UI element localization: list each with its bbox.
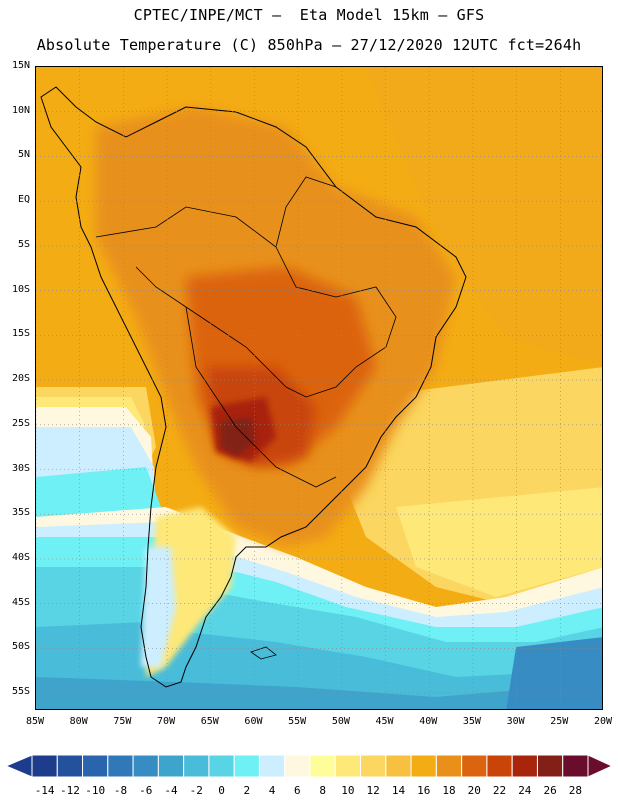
- colorbar-swatch: [157, 754, 185, 778]
- colorbar-label: -10: [85, 784, 106, 797]
- colorbar-label: -14: [34, 784, 55, 797]
- colorbar: [4, 754, 614, 778]
- colorbar-label: -4: [164, 784, 178, 797]
- colorbar-left-arrow: [4, 754, 33, 778]
- country-borders: [95, 206, 397, 398]
- colorbar-swatch: [562, 754, 589, 778]
- title-line-2: Absolute Temperature (C) 850hPa – 27/12/…: [36, 36, 582, 54]
- colorbar-label: 10: [341, 784, 355, 797]
- lon-tick-label: 45W: [375, 716, 394, 727]
- lon-tick-label: 70W: [157, 716, 176, 727]
- colorbar-swatch: [410, 754, 437, 778]
- colorbar-label: 18: [442, 784, 456, 797]
- lat-tick-label: 45S: [11, 596, 30, 608]
- lon-tick-label: 30W: [506, 716, 525, 727]
- lat-tick-label: 30S: [11, 462, 30, 474]
- title-line-1: CPTEC/INPE/MCT – Eta Model 15km – GFS: [133, 6, 485, 24]
- colorbar-swatch: [183, 754, 210, 778]
- colorbar-label: 20: [467, 784, 481, 797]
- colorbar-swatch: [258, 754, 286, 778]
- southern-borders: [185, 306, 337, 488]
- lon-tick-label: 60W: [244, 716, 263, 727]
- lat-tick-label: 15S: [11, 328, 30, 340]
- colorbar-label: 0: [218, 784, 225, 797]
- lon-tick-label: 75W: [113, 716, 132, 727]
- colorbar-label: 14: [391, 784, 406, 797]
- southern-darkest-band: [506, 637, 602, 709]
- colorbar-label: -8: [113, 784, 128, 797]
- lat-tick-label: 55S: [11, 686, 30, 698]
- lat-tick-label: 15N: [11, 60, 30, 71]
- colorbar-right-arrow: [587, 754, 614, 778]
- continent-hottest-field: [221, 417, 256, 457]
- graticule: [36, 67, 602, 709]
- colorbar-swatch: [511, 754, 538, 778]
- lat-tick-label: 20S: [11, 373, 30, 385]
- lon-tick-label: 55W: [288, 716, 307, 727]
- light-yellow-atlantic-band: [396, 487, 602, 597]
- lon-tick-label: 40W: [419, 716, 438, 727]
- ne-ocean-field: [366, 67, 602, 367]
- map-canvas: [36, 67, 602, 709]
- colorbar-swatch: [132, 754, 159, 778]
- colorbar-label: 8: [319, 784, 326, 797]
- colorbar-swatch: [208, 754, 235, 778]
- lon-tick-label: 85W: [25, 716, 45, 727]
- colorbar-label: -12: [59, 784, 80, 797]
- temperature-map: [35, 66, 603, 710]
- lon-tick-label: 20W: [593, 716, 613, 727]
- colorbar-swatches: [4, 754, 614, 778]
- lon-tick-label: 80W: [69, 716, 88, 727]
- colorbar-swatch: [486, 754, 513, 778]
- colorbar-label: -6: [139, 784, 153, 797]
- colorbar-label: 16: [417, 784, 431, 797]
- colorbar-swatch: [233, 754, 260, 778]
- lat-tick-label: 5N: [17, 149, 30, 161]
- colorbar-label: 4: [268, 784, 276, 797]
- colorbar-swatch: [385, 754, 412, 778]
- colorbar-swatch: [334, 754, 362, 778]
- colorbar-swatch: [435, 754, 463, 778]
- colorbar-label: 22: [492, 784, 507, 797]
- colorbar-swatch: [56, 754, 84, 778]
- colorbar-label: 26: [543, 784, 557, 797]
- lat-tick-label: 10N: [11, 104, 30, 116]
- lat-tick-label: 25S: [11, 417, 30, 429]
- continent-outline: [40, 86, 467, 688]
- colorbar-swatch: [536, 754, 564, 778]
- southern-deep-band: [36, 677, 602, 709]
- andes-pale-field: [141, 547, 176, 667]
- lat-tick-label: 40S: [11, 551, 30, 563]
- lat-tick-label: 50S: [11, 641, 30, 653]
- lat-tick-label: 35S: [11, 507, 30, 519]
- lon-tick-label: 35W: [462, 716, 481, 727]
- colorbar-swatch: [360, 754, 387, 778]
- colorbar-swatch: [309, 754, 336, 778]
- lon-tick-label: 50W: [331, 716, 350, 727]
- colorbar-swatch: [284, 754, 311, 778]
- colorbar-label: 12: [366, 784, 380, 797]
- colorbar-label: 2: [243, 784, 251, 797]
- colorbar-label: -2: [189, 784, 203, 797]
- lon-tick-label: 65W: [200, 716, 219, 727]
- colorbar-label: 24: [518, 784, 532, 797]
- colorbar-label: 28: [568, 784, 582, 797]
- lon-tick-label: 25W: [550, 716, 569, 727]
- lat-tick-label: 5S: [17, 238, 30, 250]
- lat-tick-label: 10S: [11, 283, 30, 295]
- colorbar-swatch: [107, 754, 134, 778]
- colorbar-swatch: [461, 754, 488, 778]
- lat-tick-label: EQ: [17, 194, 30, 206]
- colorbar-swatch: [82, 754, 109, 778]
- northern-borders: [275, 176, 337, 248]
- colorbar-swatch: [31, 754, 58, 778]
- colorbar-label: 6: [294, 784, 301, 797]
